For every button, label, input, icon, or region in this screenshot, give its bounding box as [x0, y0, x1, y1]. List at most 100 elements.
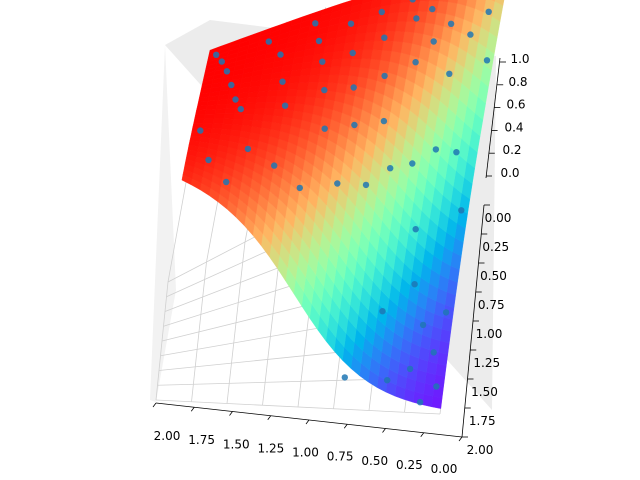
scatter-point: [244, 145, 252, 153]
scatter-point: [442, 309, 450, 316]
surface-cell: [203, 118, 215, 124]
surface-cell: [244, 108, 256, 115]
surface-cell: [330, 58, 343, 68]
scatter-point: [277, 51, 284, 58]
x-tick-mark: [305, 419, 310, 425]
grid-line: [155, 399, 441, 415]
surface-cell: [313, 97, 326, 108]
scatter-point: [409, 0, 416, 3]
scatter-point: [446, 70, 453, 78]
surface-cell: [213, 113, 226, 120]
surface-cell: [257, 90, 269, 98]
scatter-point: [271, 162, 278, 169]
surface-cell: [327, 74, 340, 84]
scatter-point: [430, 38, 437, 45]
surface-cell: [221, 123, 233, 131]
surface-cell: [282, 109, 294, 119]
surface-cell: [438, 340, 450, 355]
surface-cell: [276, 89, 289, 97]
surface-cell: [204, 113, 216, 119]
surface-cell: [252, 114, 264, 122]
y-tick-label: 1.50: [471, 385, 498, 399]
surface-mesh: [181, 0, 505, 409]
y-tick-label: 1.00: [476, 327, 503, 341]
scatter-point: [432, 146, 440, 153]
surface-cell: [220, 128, 232, 136]
surface-cell: [362, 40, 375, 50]
scatter-point: [362, 181, 370, 189]
scatter-point: [411, 281, 418, 288]
surface-cell: [431, 395, 443, 409]
surface-cell: [335, 83, 348, 94]
surface-cell: [265, 96, 278, 103]
x-tick-label: 1.25: [258, 441, 285, 455]
scatter-point: [430, 349, 437, 356]
surface-cell: [318, 74, 330, 83]
surface-cell: [381, 40, 394, 52]
x-tick-label: 0.75: [327, 450, 354, 464]
surface-cell: [428, 0, 440, 2]
x-tick-label: 1.50: [223, 437, 250, 451]
surface-cell: [214, 108, 227, 115]
scatter-point: [334, 180, 341, 187]
surface-cell: [255, 96, 268, 103]
z-tick-label: 1.0: [510, 52, 529, 66]
surface-cell: [291, 110, 304, 121]
surface-cell: [215, 103, 228, 110]
x-tick-label: 2.00: [154, 429, 181, 443]
surface-cell: [338, 66, 351, 76]
y-tick-label: 1.25: [473, 356, 500, 370]
scatter-point: [384, 377, 391, 384]
surface-cell: [309, 67, 322, 76]
scatter-point: [237, 105, 244, 113]
surface-cell: [192, 122, 204, 128]
surface-cell: [193, 118, 205, 124]
surface-cell: [296, 89, 308, 98]
surface-cell: [337, 74, 349, 85]
scatter-point: [223, 178, 230, 186]
surface-cell: [202, 122, 214, 129]
scatter-point: [467, 31, 474, 38]
surface-cell: [240, 125, 252, 133]
z-tick-label: 0.8: [508, 75, 527, 89]
surface-cell: [263, 108, 275, 116]
surface-cell: [253, 108, 266, 116]
z-tick-label: 0.6: [506, 98, 525, 112]
scatter-point: [381, 34, 388, 41]
x-tick-label: 1.75: [188, 433, 215, 447]
surface-cell: [348, 66, 360, 77]
scatter-point: [381, 72, 388, 80]
x-axis-ticks: 2.00 1.75 1.50 1.25 1.00 0.75 0.50 0.25 0.00: [152, 402, 463, 476]
scatter-point: [281, 102, 289, 109]
z-tick-label: 0.2: [502, 143, 521, 157]
surface-cell: [211, 123, 224, 130]
x-tick-label: 0.25: [396, 458, 423, 472]
scatter-point: [197, 127, 204, 134]
scatter-point: [265, 38, 272, 45]
surface-cell: [353, 41, 365, 51]
surface-cell: [329, 66, 341, 76]
scatter-point: [349, 49, 356, 57]
surface-cell: [272, 108, 285, 117]
scatter-point: [315, 37, 323, 45]
surface-cell: [332, 50, 344, 60]
scatter-point: [447, 20, 455, 27]
scatter-point: [458, 207, 465, 214]
y-tick-label: 2.00: [467, 443, 494, 457]
surface-cell: [371, 0, 378, 2]
scatter-point: [279, 78, 286, 85]
x-tick-mark: [190, 407, 195, 412]
surface-cell: [319, 66, 332, 76]
scatter-point: [412, 59, 419, 66]
surface-cell: [275, 95, 287, 104]
scatter-point: [232, 96, 239, 103]
x-tick-mark: [420, 432, 425, 437]
surface-cell: [438, 0, 449, 3]
x-tick-mark: [267, 415, 272, 420]
surface-cell: [372, 40, 385, 51]
surface-cell: [340, 58, 352, 68]
surface-cell: [346, 75, 359, 87]
surface-cell: [349, 58, 362, 68]
z-tick-label: 0.0: [500, 166, 519, 180]
